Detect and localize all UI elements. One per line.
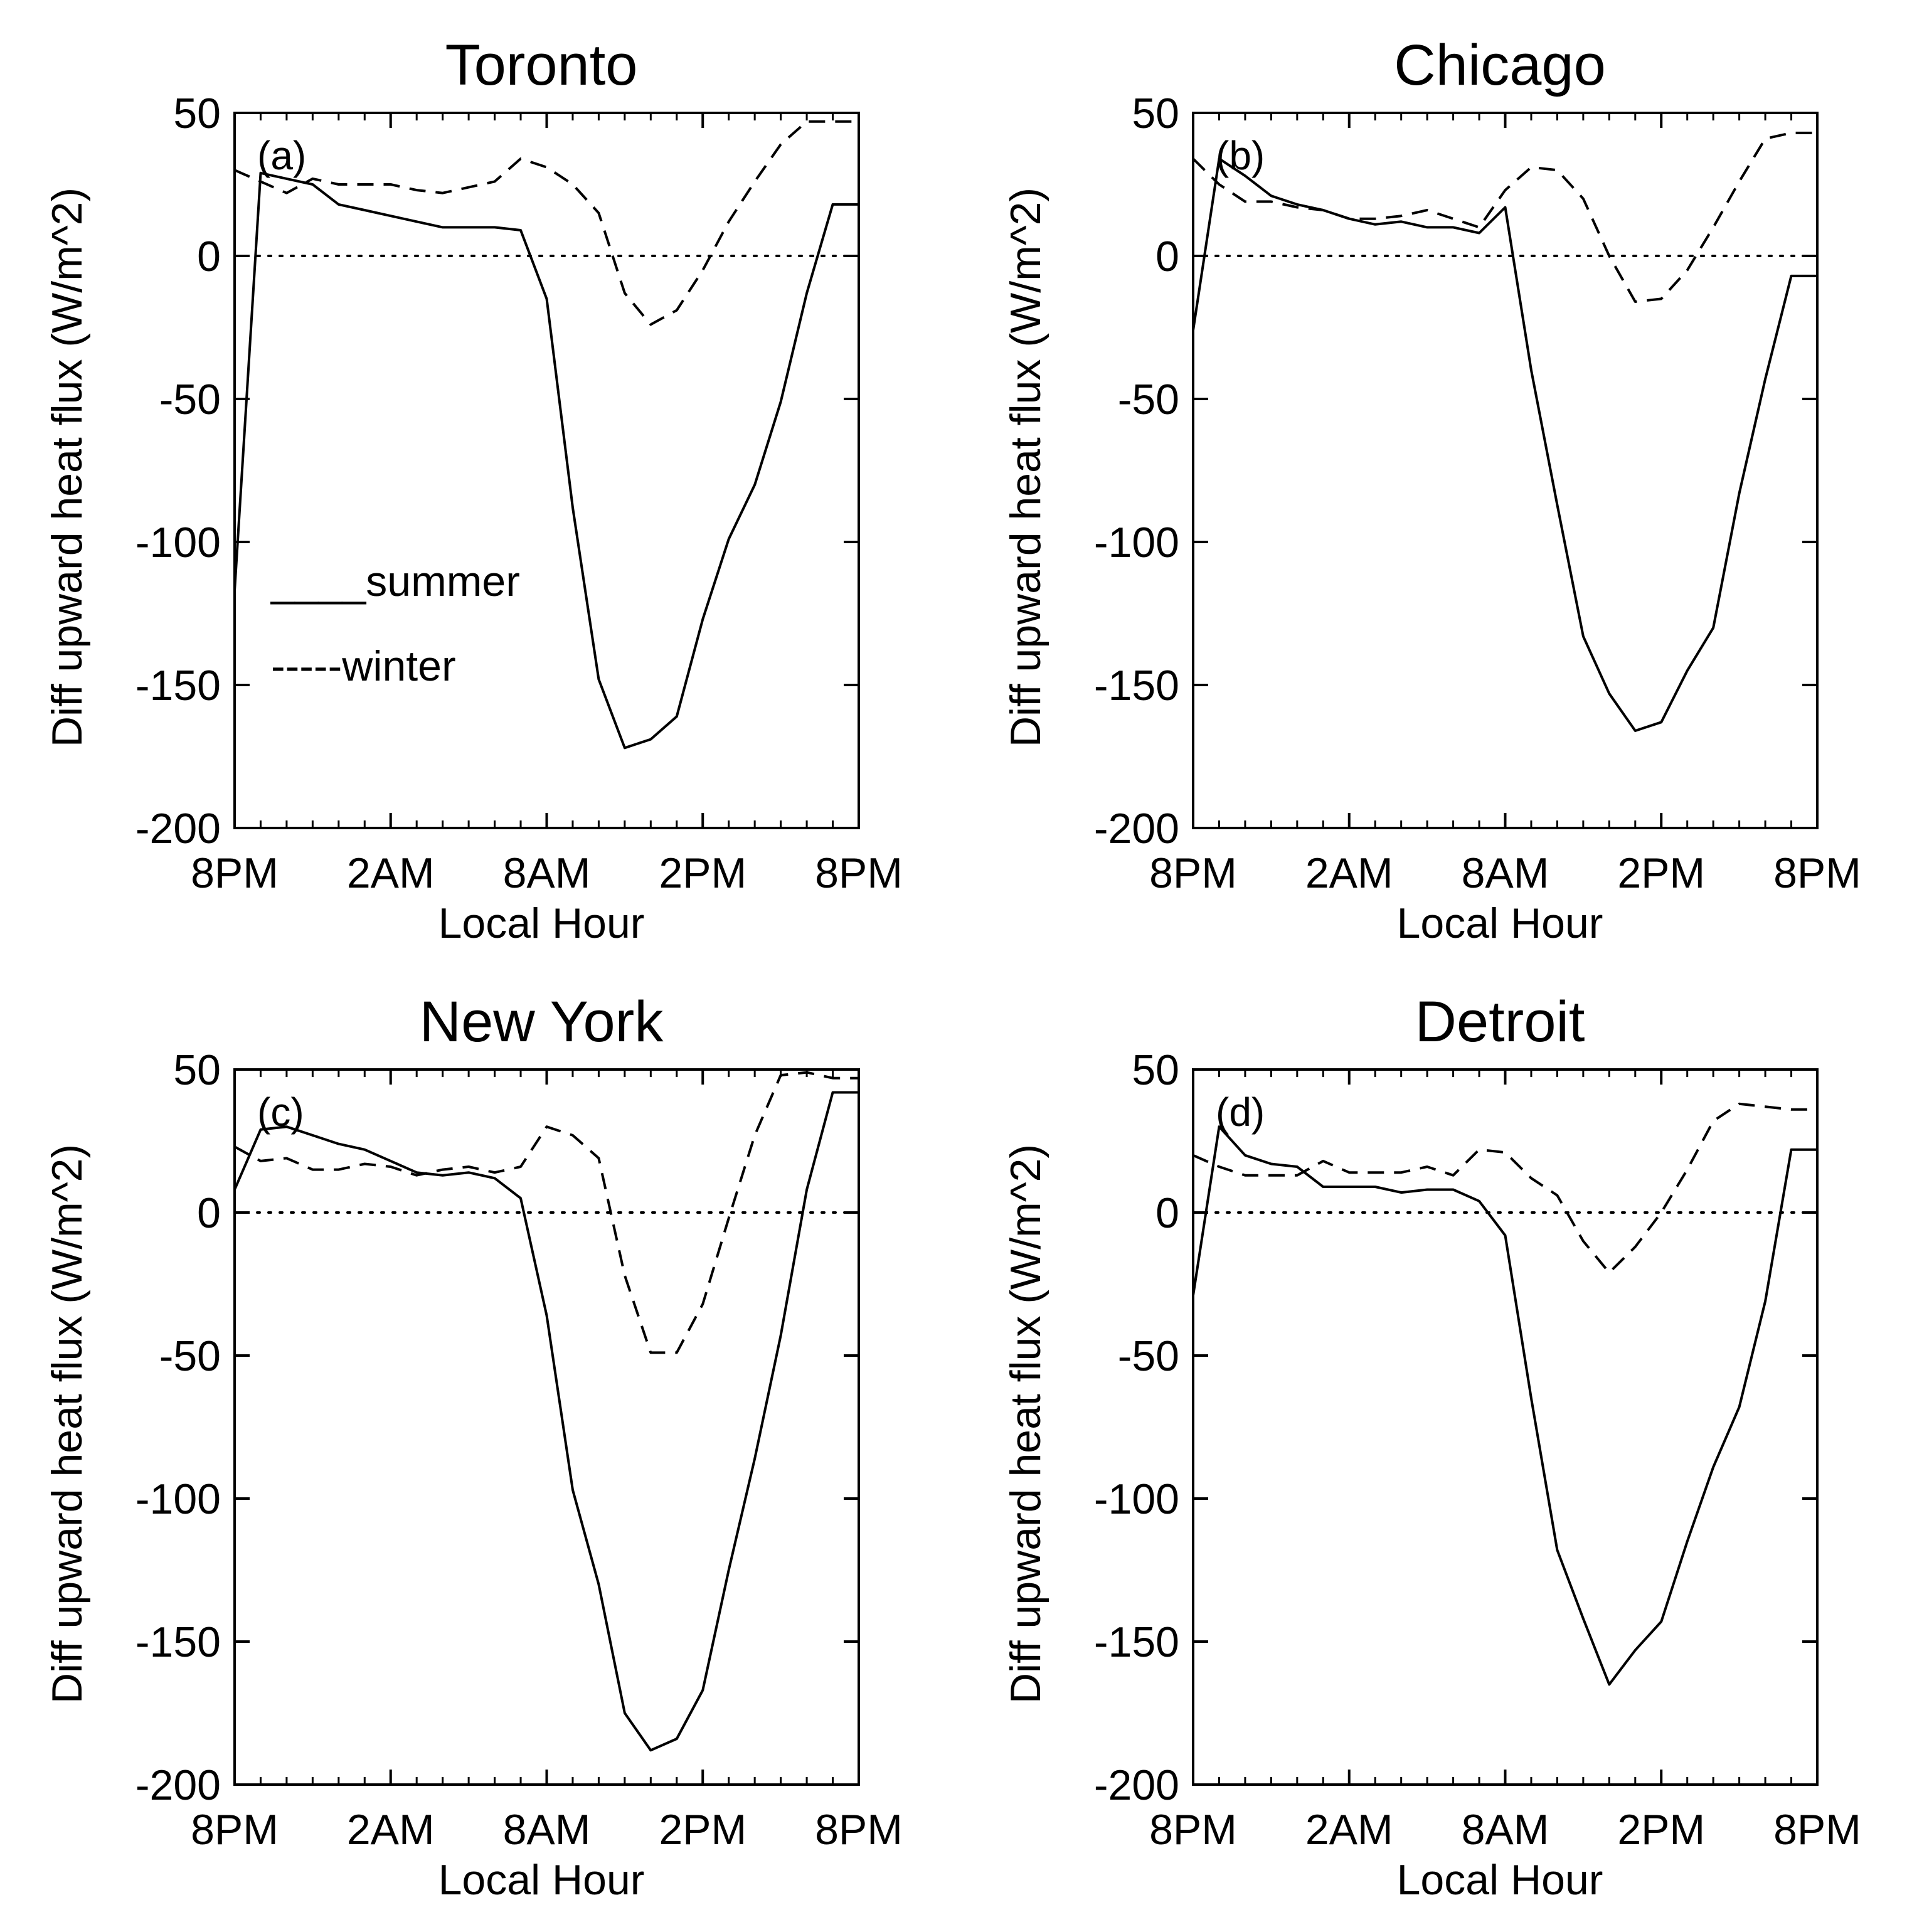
x-tick-label: 2PM [659, 849, 746, 897]
x-tick-label: 8PM [1773, 849, 1861, 897]
x-tick-label: 2PM [659, 1806, 746, 1854]
x-tick-label: 2PM [1617, 1806, 1705, 1854]
x-tick-label: 8PM [191, 849, 279, 897]
y-tick-label: 50 [173, 1046, 221, 1094]
y-tick-label: 50 [1132, 1046, 1179, 1094]
x-axis-label: Local Hour [438, 1856, 645, 1904]
y-tick-label: -200 [1094, 1761, 1179, 1809]
series-line-winter [1192, 131, 1817, 303]
x-tick-label: 2AM [347, 1806, 435, 1854]
y-tick-label: -50 [1118, 376, 1179, 423]
x-tick-label: 2AM [347, 849, 435, 897]
x-axis-label: Local Hour [1397, 900, 1603, 947]
y-tick-label: 0 [1155, 1189, 1179, 1237]
panel-new-york: New York Diff upward heat flux (W/m^2) L… [43, 990, 903, 1904]
x-axis-label: Local Hour [438, 900, 645, 947]
y-tick-label: -150 [1094, 1618, 1179, 1666]
series-line-winter [234, 1071, 859, 1354]
y-axis-label: Diff upward heat flux (W/m^2) [1002, 1144, 1049, 1704]
x-tick-label: 2AM [1305, 1806, 1393, 1854]
y-tick-label: 0 [197, 233, 221, 280]
x-tick-label: 8PM [815, 849, 903, 897]
y-tick-label: -50 [1118, 1332, 1179, 1380]
series-line-winter [234, 120, 859, 326]
y-axis-label: Diff upward heat flux (W/m^2) [43, 188, 91, 747]
y-tick-label: -50 [159, 376, 221, 423]
series-line-winter [1193, 1102, 1817, 1274]
x-tick-label: 2PM [1617, 849, 1705, 897]
y-tick-label: -150 [135, 1618, 221, 1666]
y-tick-label: -200 [135, 1761, 221, 1809]
y-tick-label: 0 [1155, 233, 1179, 280]
x-tick-label: 8AM [503, 849, 591, 897]
y-tick-label: -200 [135, 805, 221, 852]
y-tick-label: -150 [1094, 662, 1179, 709]
y-axis-label: Diff upward heat flux (W/m^2) [1002, 188, 1049, 747]
x-tick-label: 8PM [1149, 849, 1237, 897]
legend-winter-entry: -----winter [271, 642, 456, 690]
x-tick-label: 2AM [1305, 849, 1393, 897]
y-tick-label: -150 [135, 662, 221, 709]
panel-label: (d) [1216, 1090, 1265, 1135]
y-tick-label: -100 [1094, 519, 1179, 566]
y-tick-label: -100 [1094, 1475, 1179, 1523]
y-tick-label: -100 [135, 519, 221, 566]
panel-label: (a) [257, 133, 306, 178]
x-tick-label: 8PM [1149, 1806, 1237, 1854]
x-tick-label: 8AM [1462, 849, 1549, 897]
y-tick-label: -100 [135, 1475, 221, 1523]
panel-title: Toronto [445, 33, 638, 97]
y-tick-label: -200 [1094, 805, 1179, 852]
y-tick-label: 50 [1132, 90, 1179, 137]
panel-toronto: Toronto Diff upward heat flux (W/m^2) Lo… [43, 33, 903, 947]
legend-summer-entry: ____summer [270, 558, 520, 605]
x-tick-label: 8PM [1773, 1806, 1861, 1854]
series-line-summer [1192, 1125, 1817, 1686]
panel-title: Chicago [1394, 33, 1606, 97]
x-axis-label: Local Hour [1397, 1856, 1603, 1904]
x-tick-label: 8PM [815, 1806, 903, 1854]
panel-detroit: Detroit Diff upward heat flux (W/m^2) Lo… [1002, 990, 1861, 1904]
panel-chicago: Chicago Diff upward heat flux (W/m^2) Lo… [1002, 33, 1861, 947]
series-line-summer [1192, 157, 1817, 732]
series-line-summer [233, 171, 859, 750]
panel-title: Detroit [1415, 990, 1585, 1054]
y-tick-label: 0 [197, 1189, 221, 1237]
x-tick-label: 8PM [191, 1806, 279, 1854]
panel-label: (b) [1216, 133, 1265, 178]
panel-title: New York [420, 990, 664, 1054]
y-axis-label: Diff upward heat flux (W/m^2) [43, 1144, 91, 1704]
series-line-summer [233, 1091, 859, 1752]
y-tick-label: 50 [173, 90, 221, 137]
x-tick-label: 8AM [503, 1806, 591, 1854]
legend: ____summer -----winter [270, 558, 520, 690]
y-tick-label: -50 [159, 1332, 221, 1380]
x-tick-label: 8AM [1462, 1806, 1549, 1854]
